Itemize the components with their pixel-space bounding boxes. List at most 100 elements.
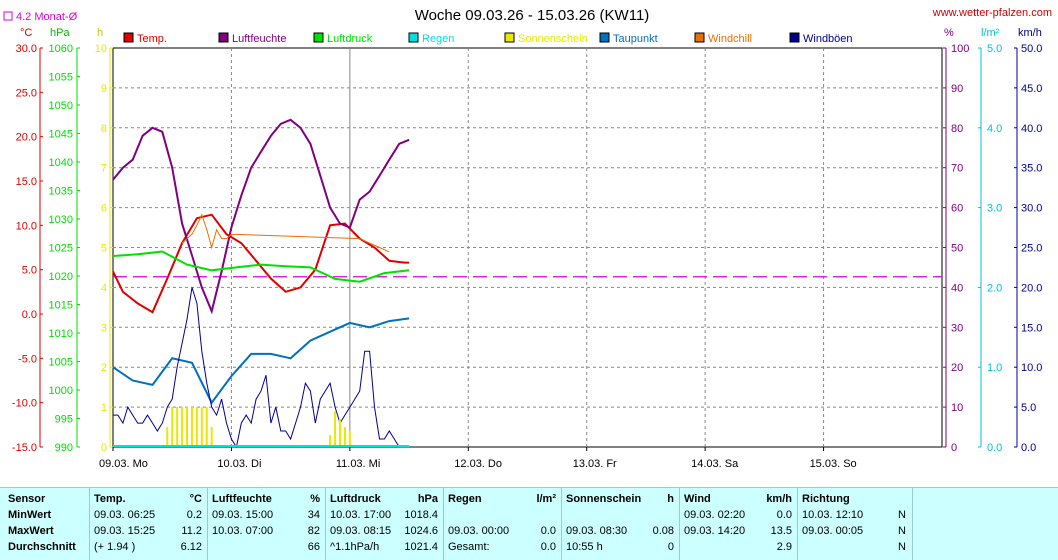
- legend-swatch-7: [789, 32, 800, 43]
- hpa-tick-label: 1040: [49, 157, 73, 169]
- temp-tick-label: 5.0: [22, 265, 37, 277]
- stats-cell-when: 09.03. 06:25: [94, 509, 156, 521]
- stats-divider: [325, 488, 326, 560]
- stats-row-label: MinWert: [8, 509, 52, 521]
- hours-tick-label: 4: [101, 282, 107, 294]
- rain-tick-label: 4.0: [987, 123, 1002, 135]
- stats-divider: [912, 488, 913, 560]
- hours-unit: h: [97, 27, 103, 39]
- hours-tick-label: 6: [101, 203, 107, 215]
- rain-tick-label: 1.0: [987, 362, 1002, 374]
- hpa-tick-label: 1005: [49, 357, 73, 369]
- hours-tick-label: 8: [101, 123, 107, 135]
- percent-tick-label: 80: [951, 123, 963, 135]
- rain-tick-label: 2.0: [987, 282, 1002, 294]
- stats-cell-value: 0.08: [652, 525, 674, 537]
- stats-cell-when: 10.03. 07:00: [212, 525, 274, 537]
- legend-label-4: Sonnenschein: [518, 33, 588, 45]
- stats-cell-when: 09.03. 15:00: [212, 509, 274, 521]
- chart-title: Woche 09.03.26 - 15.03.26 (KW11): [415, 7, 650, 24]
- legend-label-7: Windböen: [803, 33, 853, 45]
- x-tick-label: 15.03. So: [810, 458, 857, 470]
- stats-divider: [797, 488, 798, 560]
- stats-cell-value: 82: [307, 525, 320, 537]
- stats-cell-value: 34: [307, 509, 320, 521]
- x-tick-label: 09.03. Mo: [99, 458, 148, 470]
- temp-line: [112, 213, 410, 314]
- stats-header-unit-6: km/h: [766, 493, 792, 505]
- stats-cell-when: ^1.1hPa/h: [330, 541, 380, 553]
- temp-tick-label: -5.0: [18, 353, 37, 365]
- stats-cell-value: 0.2: [186, 509, 202, 521]
- stats-divider: [89, 488, 90, 560]
- legend-swatch-0: [123, 32, 134, 43]
- rain-tick-label: 3.0: [987, 203, 1002, 215]
- stats-cell-value: 0: [667, 541, 674, 553]
- wind-tick-label: 40.0: [1021, 123, 1042, 135]
- percent-tick-label: 50: [951, 243, 963, 255]
- sunshine-bar: [210, 427, 213, 447]
- rain-unit: l/m²: [981, 27, 1000, 39]
- hpa-tick-label: 995: [55, 414, 73, 426]
- x-tick-label: 11.03. Mi: [336, 458, 380, 470]
- stats-cell-value: 11.2: [181, 525, 202, 537]
- stats-divider: [561, 488, 562, 560]
- stats-cell-value: 1018.4: [404, 509, 438, 521]
- stats-cell-value: N: [898, 541, 906, 553]
- stats-cell-value: N: [898, 509, 906, 521]
- legend-swatch-5: [599, 32, 610, 43]
- stats-cell-when: 09.03. 15:25: [94, 525, 156, 537]
- legend-label-1: Luftfeuchte: [232, 33, 286, 45]
- legend-swatch-4: [504, 32, 515, 43]
- temp-tick-label: 30.0: [16, 43, 37, 55]
- legend-swatch-6: [694, 32, 705, 43]
- wind-tick-label: 30.0: [1021, 203, 1042, 215]
- percent-tick-label: 60: [951, 203, 963, 215]
- stats-divider: [207, 488, 208, 560]
- windchill-line: [181, 213, 390, 253]
- sunshine-bar: [190, 407, 193, 447]
- hpa-tick-label: 1050: [49, 100, 73, 112]
- sunshine-bar: [186, 407, 189, 447]
- hpa-tick-label: 990: [55, 442, 73, 454]
- stats-header-1: Temp.: [94, 493, 126, 505]
- stats-table: Sensor Temp. °C Luftfeuchte% Luftdruck hPa Reg…: [0, 487, 1058, 560]
- sunshine-bar: [176, 407, 179, 447]
- stats-cell-value: 2.9: [776, 541, 792, 553]
- legend-label-3: Regen: [422, 33, 454, 45]
- stats-cell-when: (+ 1.94 ): [94, 541, 136, 553]
- stats-cell-when: 09.03. 00:05: [802, 525, 864, 537]
- stats-header-0: Sensor: [8, 493, 46, 505]
- stats-cell-value: 66: [307, 541, 320, 553]
- percent-tick-label: 40: [951, 282, 963, 294]
- hpa-tick-label: 1020: [49, 271, 73, 283]
- wind-tick-label: 50.0: [1021, 43, 1042, 55]
- stats-cell-value: N: [898, 525, 906, 537]
- hpa-unit: hPa: [50, 27, 70, 39]
- windben-line: [113, 287, 410, 449]
- x-tick-label: 14.03. Sa: [691, 458, 739, 470]
- wind-tick-label: 35.0: [1021, 163, 1042, 175]
- wind-tick-label: 5.0: [1021, 402, 1036, 414]
- stats-cell-when: 10.03. 17:00: [330, 509, 392, 521]
- stats-cell-when: Gesamt:: [448, 541, 490, 553]
- stats-cell-value: 1021.4: [404, 541, 438, 553]
- site-link[interactable]: www.wetter-pfalzen.com: [932, 7, 1052, 19]
- stats-cell-when: 10:55 h: [566, 541, 603, 553]
- sunshine-bar: [181, 407, 184, 447]
- wind-tick-label: 25.0: [1021, 243, 1042, 255]
- stats-cell-value: 0.0: [540, 525, 556, 537]
- temp-tick-label: -15.0: [12, 442, 37, 454]
- temp-tick-label: 10.0: [16, 220, 37, 232]
- hours-tick-label: 9: [101, 83, 107, 95]
- percent-tick-label: 70: [951, 163, 963, 175]
- stats-header-unit-5: h: [667, 493, 674, 505]
- stats-header-unit-1: °C: [189, 493, 202, 505]
- percent-tick-label: 20: [951, 362, 963, 374]
- stats-cell-when: 09.03. 02:20: [684, 509, 746, 521]
- stats-row-label: MaxWert: [8, 525, 54, 537]
- percent-tick-label: 0: [951, 442, 957, 454]
- legend-label-0: Temp.: [137, 33, 167, 45]
- grid: [113, 48, 942, 447]
- rain-tick-label: 0.0: [987, 442, 1002, 454]
